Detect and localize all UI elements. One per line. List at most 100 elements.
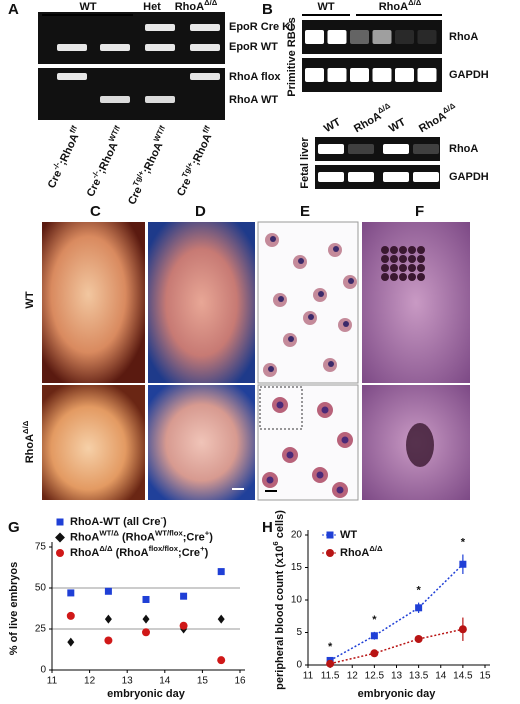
cell <box>399 273 407 281</box>
panel-letter: H <box>262 519 273 536</box>
lane-label-part: Cre <box>126 185 145 207</box>
nucleus <box>288 336 294 342</box>
group-label-part: Δ/Δ <box>408 0 422 7</box>
band-label: GAPDH <box>449 171 489 183</box>
lane-label: WT <box>387 116 408 135</box>
lane-label-part: Cre <box>46 169 65 191</box>
group-label-part: RhoA <box>379 1 408 13</box>
y-tick-label: 0 <box>40 665 46 676</box>
nucleus <box>343 321 349 327</box>
y-tick-label: 15 <box>291 562 303 573</box>
legend-label-part: ) <box>209 531 213 543</box>
legend-marker <box>55 532 65 543</box>
y-axis-title: peripheral blood count (x106 cells) <box>271 510 286 690</box>
band-label: EpoR Cre KI <box>229 21 293 33</box>
scale-bar <box>232 488 244 490</box>
cell <box>417 264 425 272</box>
marker <box>370 649 379 658</box>
nucleus <box>270 236 276 242</box>
marker <box>459 560 467 568</box>
gel-band <box>327 68 347 82</box>
row-label: WT <box>24 291 36 308</box>
panel-letter: B <box>262 1 273 18</box>
cell <box>390 246 398 254</box>
cell <box>399 264 407 272</box>
x-tick-label: 15 <box>479 671 491 682</box>
cell <box>417 246 425 254</box>
lane-label: RhoAΔ/Δ <box>350 100 395 135</box>
panel-letter: G <box>8 519 20 536</box>
group-label-part: Δ/Δ <box>204 0 218 7</box>
x-tick-label: 13 <box>122 676 134 687</box>
lane-label-part: ;RhoA <box>140 140 165 175</box>
annotation: * <box>328 641 333 653</box>
legend-label: WT <box>340 529 357 541</box>
lane-label-part: Δ/Δ <box>376 100 392 115</box>
chart: 0 5 10 15 20 11 11.5 12 12.5 13 13.5 14 14.5 15 periph… <box>271 510 491 700</box>
marker <box>67 589 75 597</box>
gel-band <box>372 68 392 82</box>
gel-band <box>305 68 324 82</box>
marker <box>67 637 75 647</box>
chart: 0 25 50 75 11 12 13 14 15 16 % of live embryos embr… <box>8 513 246 700</box>
nucleus <box>328 361 334 367</box>
x-tick-label: 13 <box>391 671 403 682</box>
panel-letter: D <box>195 203 206 220</box>
cell <box>408 246 416 254</box>
gel-band <box>350 30 369 44</box>
y-tick-label: 10 <box>291 595 303 606</box>
gel-band <box>57 44 87 51</box>
legend-label-part: ) <box>205 547 209 559</box>
legend-marker <box>326 531 334 539</box>
legend-label-part: RhoA <box>340 547 369 559</box>
x-tick-label: 13.5 <box>409 671 429 682</box>
x-tick-label: 14.5 <box>453 671 473 682</box>
nucleus <box>333 246 339 252</box>
band-label: RhoA flox <box>229 71 281 83</box>
x-tick-label: 16 <box>234 676 246 687</box>
gel-band <box>413 144 439 154</box>
cell <box>417 255 425 263</box>
panel-letter: C <box>90 203 101 220</box>
marker <box>104 587 112 595</box>
band-label: RhoA <box>449 143 478 155</box>
legend-label-part: ) <box>163 516 167 528</box>
lane-label-part: WT/f <box>106 124 121 143</box>
panel-letter: E <box>300 203 310 220</box>
marker <box>142 614 150 624</box>
band-label: EpoR WT <box>229 41 278 53</box>
lane-label-part: ;RhoA <box>95 140 120 175</box>
scale-bar <box>265 490 277 492</box>
x-tick-label: 14 <box>159 676 171 687</box>
legend-label-part: (RhoA <box>119 531 155 543</box>
y-axis-title-part: peripheral blood count (x10 <box>274 546 286 690</box>
cell <box>408 273 416 281</box>
y-tick-label: 0 <box>296 660 302 671</box>
legend-label-part: RhoA-WT (all Cre <box>70 516 160 528</box>
gel-band <box>395 30 414 44</box>
lane-label-part: f/f <box>67 124 78 135</box>
nucleus <box>341 436 349 444</box>
x-axis-title: embryonic day <box>107 688 186 700</box>
x-tick-label: 15 <box>197 676 209 687</box>
row-label-part: Δ/Δ <box>21 420 30 434</box>
lane-label-part: ;RhoA <box>189 132 214 167</box>
gel-band <box>417 30 437 44</box>
legend-label-part: WT/flox <box>155 528 183 537</box>
marker <box>142 595 150 603</box>
annotation: * <box>461 536 466 548</box>
gel-band <box>190 24 220 31</box>
legend-label-part: + <box>200 544 205 553</box>
cell <box>390 264 398 272</box>
x-tick-label: 11 <box>303 671 314 682</box>
legend-label-part: RhoA <box>70 531 99 543</box>
photo <box>362 222 470 383</box>
panel-letter: F <box>415 203 424 220</box>
legend-marker <box>56 518 64 526</box>
gel-band <box>383 144 409 154</box>
legend-label-part: RhoA <box>70 547 99 559</box>
panel-letter: A <box>8 1 19 18</box>
x-tick-label: 11.5 <box>321 671 340 682</box>
gel-band <box>417 68 437 82</box>
x-tick-label: 12 <box>84 676 96 687</box>
